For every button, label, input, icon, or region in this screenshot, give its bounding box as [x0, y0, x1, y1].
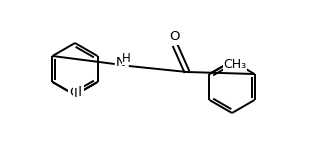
- Text: Cl: Cl: [69, 86, 83, 100]
- Text: O: O: [170, 31, 180, 43]
- Text: I: I: [74, 86, 78, 100]
- Text: H: H: [122, 52, 131, 64]
- Text: N: N: [116, 57, 126, 69]
- Text: CH₃: CH₃: [223, 57, 247, 71]
